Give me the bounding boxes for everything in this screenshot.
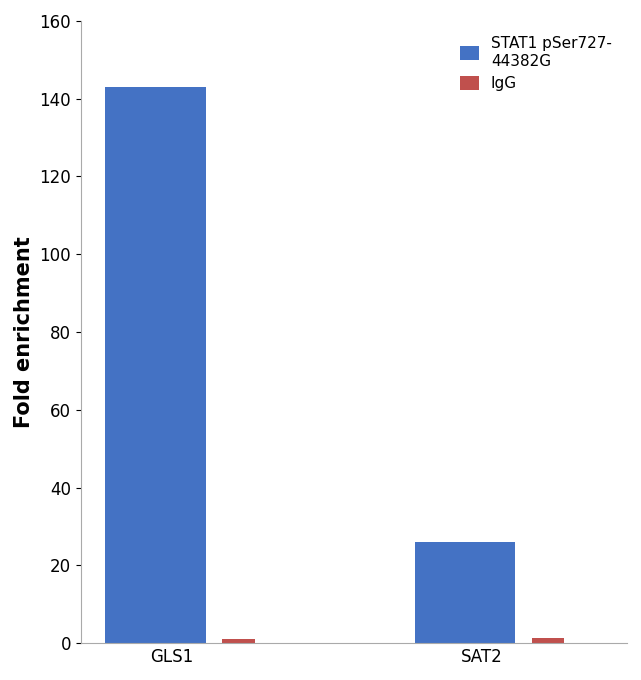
Bar <box>106 87 206 643</box>
Legend: STAT1 pSer727-
44382G, IgG: STAT1 pSer727- 44382G, IgG <box>453 29 619 99</box>
Bar <box>531 639 564 643</box>
Bar <box>222 639 254 643</box>
Bar <box>415 542 515 643</box>
Y-axis label: Fold enrichment: Fold enrichment <box>14 236 34 428</box>
